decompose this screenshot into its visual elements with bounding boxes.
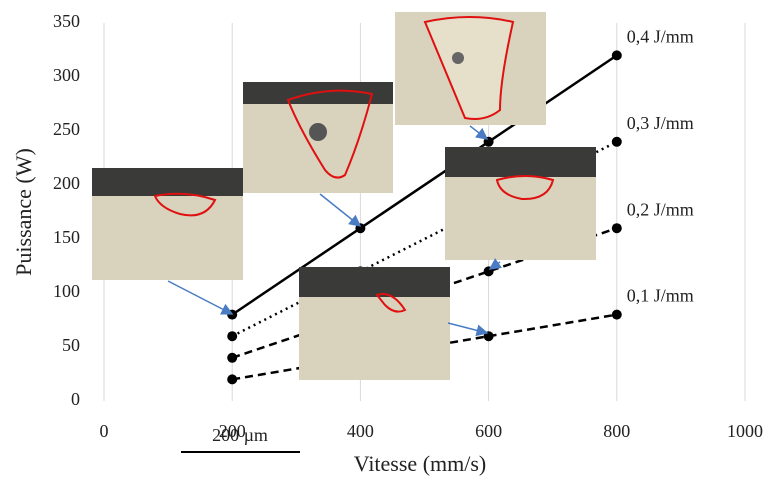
y-tick-label: 300: [53, 65, 80, 85]
y-tick-label: 250: [53, 119, 80, 139]
data-point: [227, 309, 238, 320]
x-tick-label: 200: [219, 421, 246, 441]
data-point: [227, 374, 238, 385]
x-tick-label: 1000: [727, 421, 763, 441]
labels: 0,4 J/mm 0,3 J/mm 0,2 J/mm 0,1 J/mm: [627, 27, 694, 306]
data-point: [611, 136, 622, 147]
y-tick-label: 150: [53, 227, 80, 247]
data-point: [611, 50, 622, 61]
series-label: 0,3 J/mm: [627, 113, 694, 133]
scale-bar-label: 200 µm: [212, 425, 268, 445]
series-line: [231, 54, 618, 316]
data-point: [227, 331, 238, 342]
micrograph: [243, 82, 393, 227]
y-tick-label: 200: [53, 173, 80, 193]
y-tick-label: 50: [62, 335, 80, 355]
data-point: [611, 309, 622, 320]
series-label: 0,1 J/mm: [627, 286, 694, 306]
data-point: [355, 223, 366, 234]
micrograph: [92, 168, 243, 315]
micrograph-insets: [92, 12, 596, 380]
data-point: [227, 352, 238, 363]
x-tick-label: 600: [475, 421, 502, 441]
micrograph: [299, 267, 489, 380]
y-axis-title: Puissance (W): [11, 148, 36, 276]
x-tick-label: 800: [603, 421, 630, 441]
y-tick-label: 100: [53, 281, 80, 301]
series-label: 0,2 J/mm: [627, 199, 694, 219]
x-tick-label: 0: [100, 421, 109, 441]
y-tick-label: 350: [53, 11, 80, 31]
data-point: [611, 223, 622, 234]
plot-area: 0 200 400 600 800 1000 0 50 100 150 200 250 300 350: [53, 11, 763, 441]
x-tick-label: 400: [347, 421, 374, 441]
y-tick-label: 0: [71, 389, 80, 409]
micrograph: [395, 12, 546, 140]
series-label: 0,4 J/mm: [627, 27, 694, 47]
x-axis-title: Vitesse (mm/s): [354, 451, 487, 476]
micrograph: [445, 147, 596, 270]
